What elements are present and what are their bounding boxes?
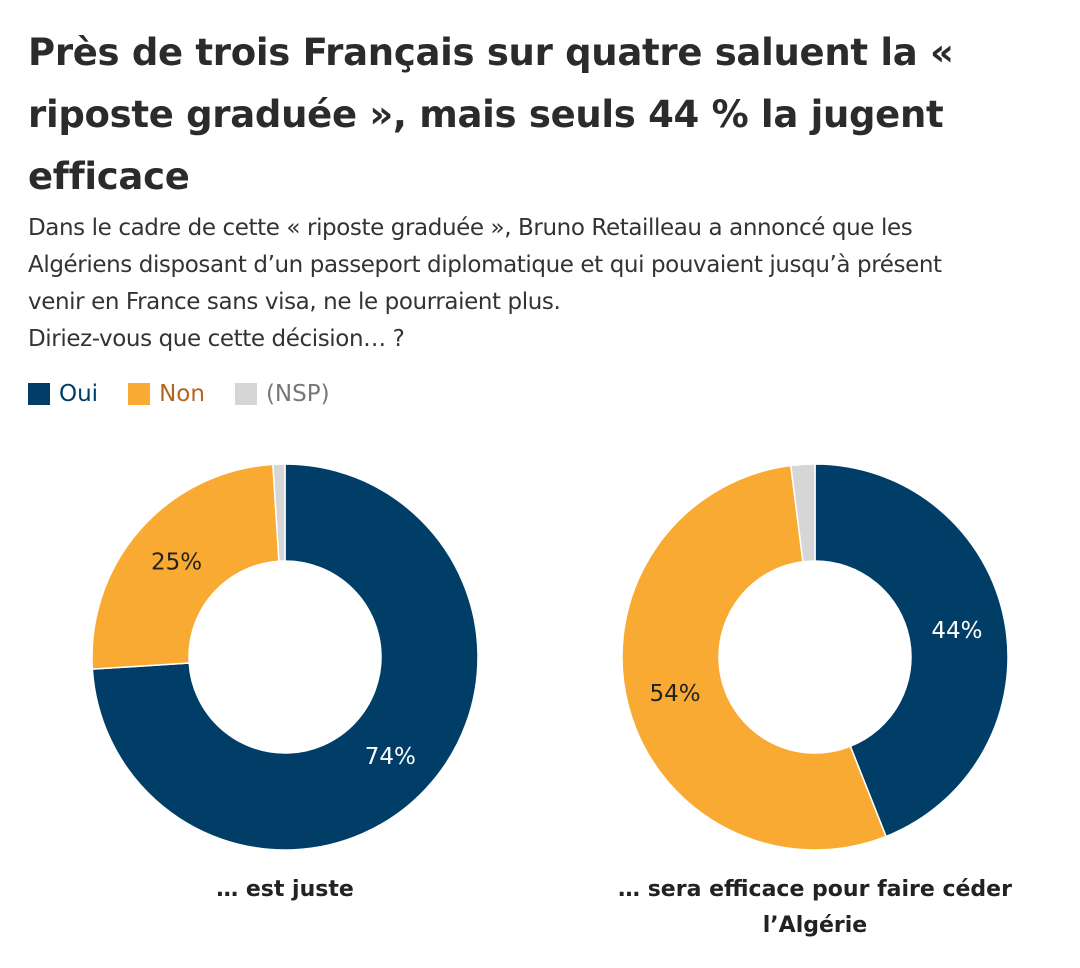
slice-non: [621, 464, 888, 851]
subtitle-line: venir en France sans visa, ne le pourrai…: [28, 289, 561, 315]
legend-item-nsp: (NSP): [234, 381, 330, 407]
data-label-non: 54%: [649, 681, 700, 707]
legend-label-non: Non: [159, 381, 205, 407]
chart-caption: … sera efficace pour faire céder: [618, 877, 1012, 902]
chart-title: Près de trois Français sur quatre saluen…: [28, 22, 1038, 208]
subtitle-line: Diriez-vous que cette décision… ?: [28, 326, 405, 352]
subtitle-line: Algériens disposant d’un passeport diplo…: [28, 252, 942, 278]
legend-swatch-oui: [28, 383, 50, 405]
data-label-non: 25%: [151, 549, 202, 575]
donut-chart-2: 44% 54% … sera efficace pour faire céder l’…: [618, 463, 1012, 938]
slice-oui: [91, 463, 479, 851]
slice-oui: [814, 463, 1009, 838]
title-line: efficace: [28, 155, 190, 198]
legend-item-non: Non: [128, 381, 205, 407]
legend-item-oui: Oui: [28, 381, 98, 407]
legend-swatch-non: [128, 383, 151, 405]
legend: Oui Non (NSP): [28, 377, 360, 411]
chart-subtitle: Dans le cadre de cette « riposte graduée…: [28, 210, 1068, 358]
chart-caption: … est juste: [216, 877, 354, 902]
slice-nsp: [272, 463, 286, 562]
donut-chart-1: 74% 25% … est juste: [91, 463, 479, 902]
slice-non: [91, 463, 280, 670]
chart-caption: l’Algérie: [763, 913, 867, 938]
data-label-oui: 74%: [365, 744, 416, 770]
legend-swatch-nsp: [234, 383, 257, 405]
data-label-oui: 44%: [931, 618, 982, 644]
legend-label-oui: Oui: [59, 381, 99, 407]
title-line: Près de trois Français sur quatre saluen…: [28, 31, 954, 74]
subtitle-line: Dans le cadre de cette « riposte graduée…: [28, 215, 913, 241]
title-line: riposte graduée », mais seuls 44 % la ju…: [28, 93, 944, 136]
legend-label-nsp: (NSP): [265, 381, 330, 407]
slice-nsp: [789, 463, 816, 563]
